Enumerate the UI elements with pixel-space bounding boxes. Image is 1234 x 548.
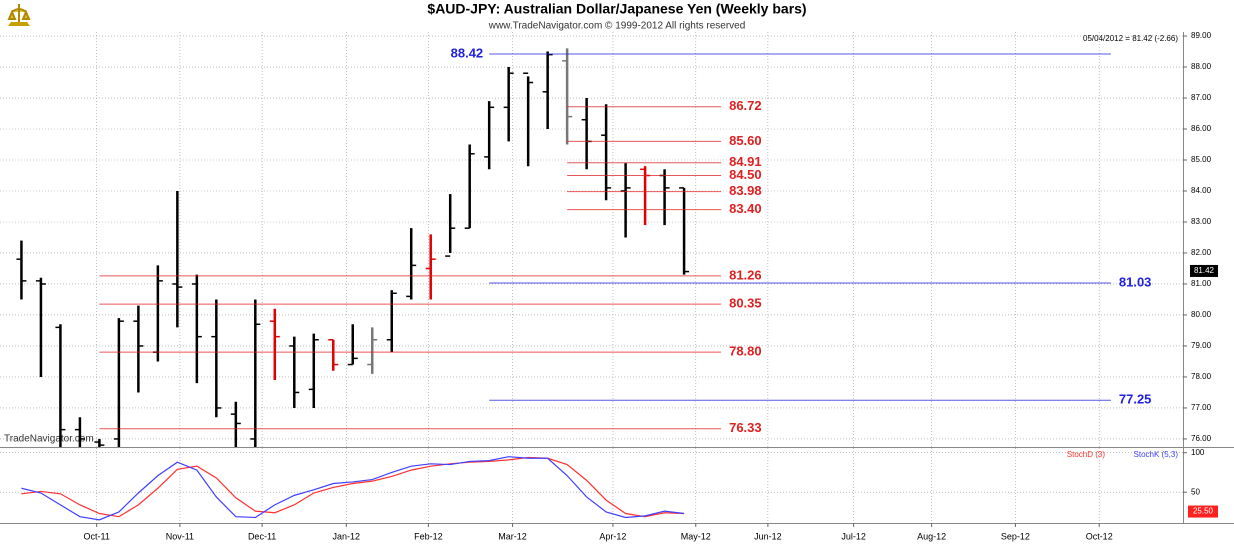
- level-label: 88.42: [451, 45, 484, 60]
- stoch-marker-label: 25.50: [1193, 507, 1214, 516]
- level-label: 84.91: [729, 154, 762, 169]
- y-tick-label: 78.00: [1191, 372, 1212, 381]
- legend-entry: StochK (5,3): [1134, 450, 1179, 459]
- x-tick-label: Sep-12: [1001, 531, 1030, 541]
- level-label: 84.50: [729, 167, 762, 182]
- y-tick-label: 50: [1191, 487, 1200, 496]
- x-tick-label: Nov-11: [166, 531, 194, 541]
- level-label: 85.60: [729, 133, 762, 148]
- x-tick-label: Oct-12: [1086, 531, 1113, 541]
- level-label: 78.80: [729, 344, 762, 359]
- x-tick-label: Aug-12: [917, 531, 946, 541]
- y-tick-label: 76.00: [1191, 434, 1212, 443]
- x-tick-label: Mar-12: [498, 531, 527, 541]
- x-tick-label: May-12: [681, 531, 711, 541]
- plot: [21, 456, 685, 521]
- x-tick-label: Dec-11: [248, 531, 276, 541]
- stoch-line: [21, 456, 685, 518]
- level-label: 83.40: [729, 201, 762, 216]
- level-label: 80.35: [729, 296, 762, 311]
- x-tick-label: Oct-11: [83, 531, 109, 541]
- y-tick-label: 77.00: [1191, 403, 1212, 412]
- logo: [7, 4, 31, 26]
- price-marker: [1190, 264, 1218, 277]
- y-tick-label: 82.00: [1191, 248, 1212, 257]
- x-tick-label: Jul-12: [841, 531, 866, 541]
- stoch-line: [21, 456, 685, 521]
- y-tick-label: 89.00: [1191, 31, 1212, 40]
- plot: [16, 48, 690, 447]
- y-tick-label: 85.00: [1191, 155, 1212, 164]
- y-tick-label: 100: [1191, 448, 1205, 457]
- price-marker-label: 81.42: [1194, 266, 1215, 275]
- chart-subtitle: www.TradeNavigator.com © 1999-2012 All r…: [488, 21, 746, 32]
- y-tick-label: 83.00: [1191, 217, 1212, 226]
- x-tick-label: Apr-12: [599, 531, 626, 541]
- chart-title: $AUD-JPY: Australian Dollar/Japanese Yen…: [427, 1, 806, 17]
- y-tick-label: 79.00: [1191, 341, 1212, 350]
- level-label: 77.25: [1119, 392, 1152, 407]
- x-tick-label: Jan-12: [333, 531, 361, 541]
- y-tick-label: 86.00: [1191, 124, 1212, 133]
- y-tick-label: 88.00: [1191, 62, 1212, 71]
- level-label: 83.98: [729, 183, 762, 198]
- y-tick-label: 84.00: [1191, 186, 1212, 195]
- level-label: 81.03: [1119, 274, 1152, 289]
- x-tick-label: Jun-12: [754, 531, 782, 541]
- y-tick-label: 80.00: [1191, 310, 1212, 319]
- legend-entry: StochD (3): [1067, 450, 1106, 459]
- level-label: 86.72: [729, 98, 762, 113]
- x-tick-label: Feb-12: [414, 531, 443, 541]
- stoch-marker: [1188, 505, 1218, 518]
- level-label: 81.26: [729, 267, 762, 282]
- level-label: 76.33: [729, 420, 762, 435]
- y-tick-label: 87.00: [1191, 93, 1212, 102]
- y-tick-label: 81.00: [1191, 279, 1212, 288]
- status: 05/04/2012 = 81.42 (-2.66): [1083, 34, 1178, 43]
